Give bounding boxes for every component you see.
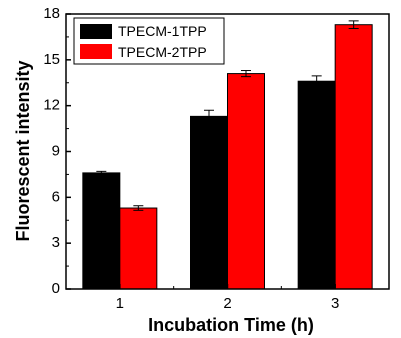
legend-label-2: TPECM-2TPP	[118, 44, 207, 60]
y-tick-label-9: 9	[52, 142, 60, 159]
bar-2-3	[334, 24, 373, 290]
bar-1-3	[297, 80, 336, 290]
bar-2-1	[119, 207, 158, 290]
y-axis: 0 3 6 9 12 15 18	[43, 5, 71, 297]
legend-label-1: TPECM-1TPP	[118, 23, 207, 39]
y-tick-label-15: 15	[43, 51, 60, 68]
x-tick-label-2: 2	[223, 295, 231, 312]
y-tick-label-0: 0	[52, 280, 60, 297]
bar-1-1	[82, 172, 121, 290]
bar-1-2	[190, 115, 228, 290]
y-tick-label-3: 3	[52, 234, 60, 251]
legend: TPECM-1TPP TPECM-2TPP	[73, 17, 225, 65]
y-axis-title: Fluorescent intensity	[13, 60, 33, 241]
y-tick-label-6: 6	[52, 188, 60, 205]
x-tick-label-1: 1	[116, 295, 124, 312]
y-tick-label-18: 18	[43, 5, 60, 22]
error-bars-layer	[96, 20, 359, 211]
x-axis-title: Incubation Time (h)	[148, 315, 314, 335]
legend-swatch-1	[80, 24, 112, 39]
y-tick-label-12: 12	[43, 97, 60, 114]
legend-swatch-2	[80, 44, 112, 59]
x-tick-label-3: 3	[331, 295, 339, 312]
x-axis: 1 2 3	[116, 284, 339, 312]
bar-2-2	[227, 73, 265, 290]
